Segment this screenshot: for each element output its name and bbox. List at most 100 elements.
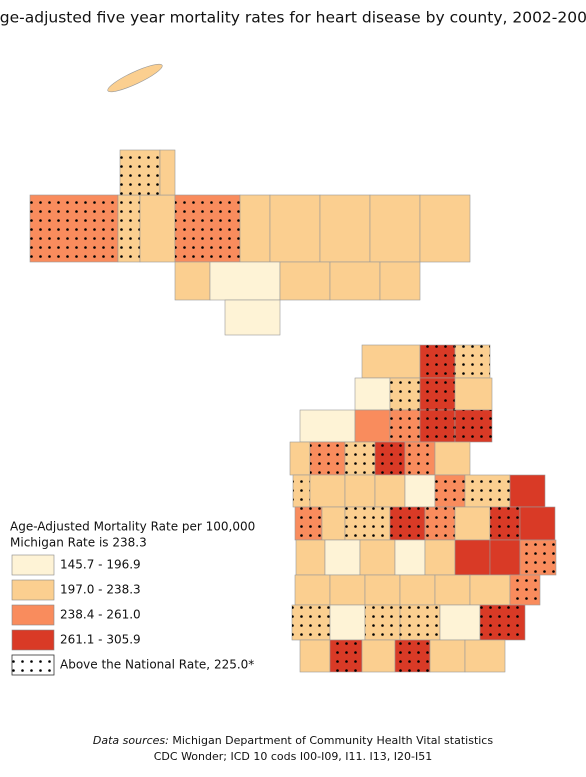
county-pattern [510,575,540,605]
county [319,194,371,263]
county-pattern [455,345,490,378]
county-pattern [345,507,390,540]
county [464,639,506,673]
county [361,344,421,379]
legend-label: 197.0 - 238.3 [60,583,141,597]
county-pattern [295,507,322,540]
county-pattern [390,410,420,442]
legend-subtitle: Michigan Rate is 238.3 [10,536,147,550]
county-pattern [395,640,430,672]
county [361,639,396,673]
county [429,639,466,673]
county-pattern [365,605,400,640]
county [454,506,491,541]
county [364,574,401,606]
sources-label: Data sources: [93,734,169,747]
county [324,539,361,576]
legend-title: Age-Adjusted Mortality Rate per 100,000 [10,520,255,534]
sources-line: Data sources: Michigan Department of Com… [93,734,493,747]
michigan-map [29,63,557,673]
county [309,474,346,508]
county-pattern [420,345,455,378]
legend-swatch [11,629,55,651]
county [139,194,176,263]
county-pattern [390,378,420,410]
county-pattern [292,605,330,640]
legend-swatch-dots [12,655,54,675]
county [419,194,471,263]
county [269,194,321,263]
county [454,377,493,411]
county [399,574,436,606]
county [469,574,511,606]
county [295,539,326,576]
county [379,261,421,301]
legend-items: 145.7 - 196.9 197.0 - 238.3 238.4 - 261.0 2… [11,554,141,651]
county-pattern [420,410,455,442]
county-pattern [425,507,455,540]
county-pattern [175,195,240,262]
county-pattern [310,442,345,475]
legend: Age-Adjusted Mortality Rate per 100,000 … [10,520,255,676]
county-pattern [435,475,465,507]
county [329,604,366,641]
county [159,149,176,196]
county [434,574,471,606]
county [209,261,281,301]
county [374,474,406,508]
county [224,299,281,336]
county [329,261,381,301]
county [279,261,331,301]
legend-label: 261.1 - 305.9 [60,633,141,647]
county [299,639,331,673]
legend-label: Above the National Rate, 225.0* [60,658,254,672]
sources-text: Michigan Department of Community Health … [172,734,493,747]
legend-label: 145.7 - 196.9 [60,558,141,572]
county [174,261,211,301]
county-pattern [490,507,520,540]
county-pattern [520,540,556,575]
county-pattern [390,507,425,540]
county [294,574,331,606]
county [321,506,346,541]
legend-label: 238.4 - 261.0 [60,608,141,622]
island [107,63,163,93]
county [329,574,366,606]
county-pattern [293,475,310,507]
county [434,441,471,476]
county [289,441,311,476]
legend-swatch [11,604,55,626]
county [424,539,456,576]
county-pattern [405,442,435,475]
sources-line: CDC Wonder; ICD 10 cods I00-I09, I11. I1… [154,750,432,763]
county [354,377,391,411]
county [344,474,376,508]
county [519,506,556,541]
county [354,409,391,443]
county [439,604,481,641]
county [394,539,426,576]
county-pattern [480,605,525,640]
county-pattern [400,605,440,640]
county-pattern [420,378,455,410]
county [239,194,271,263]
county-pattern [118,195,140,262]
legend-swatch [11,554,55,576]
county-pattern [465,475,510,507]
county [509,474,546,508]
county [404,474,436,508]
county-pattern [375,442,405,475]
county-pattern [120,150,160,195]
county [359,539,396,576]
county-pattern [330,640,362,672]
county-pattern [345,442,375,475]
county [454,539,491,576]
county-pattern [455,410,492,442]
county [299,409,356,443]
legend-swatch [11,579,55,601]
county [489,539,521,576]
county-pattern [30,195,118,262]
county [369,194,421,263]
map-title: Age-adjusted five year mortality rates f… [0,9,586,27]
